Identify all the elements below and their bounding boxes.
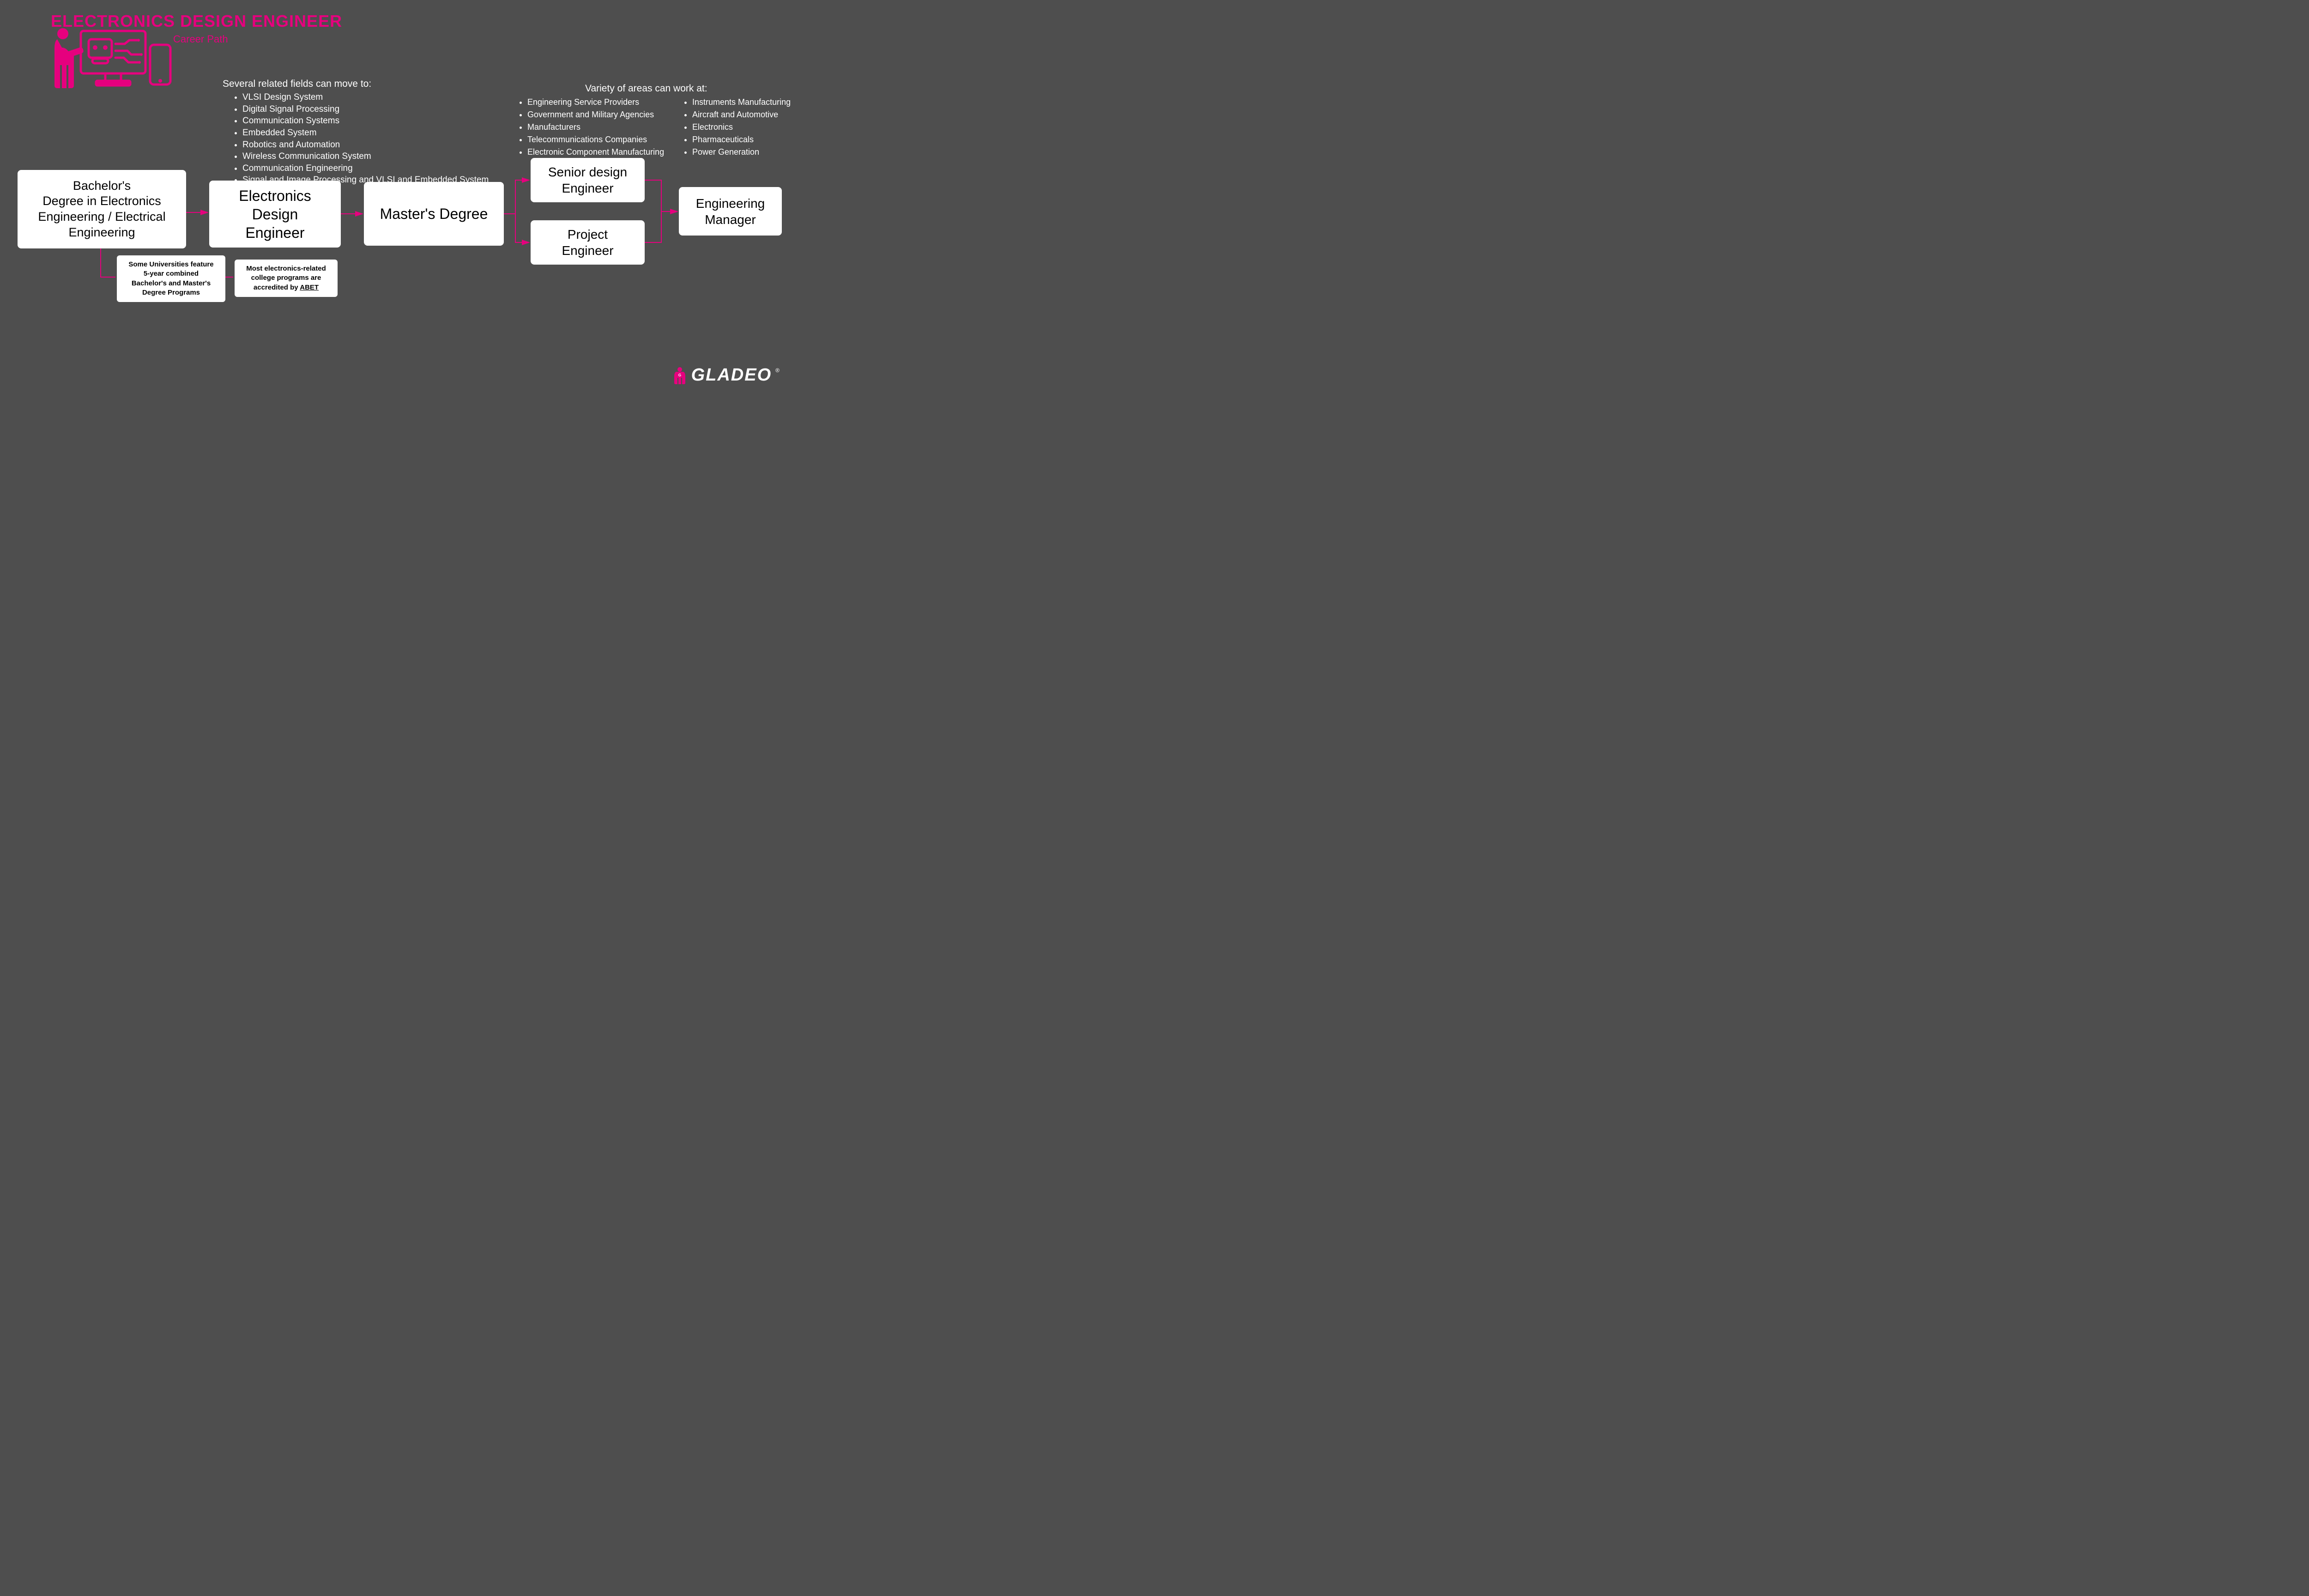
gladeo-logo: G GLADEO ® <box>672 365 780 385</box>
work-areas-col1-item: Engineering Service Providers <box>527 96 664 109</box>
related-fields-list-item: Wireless Communication System <box>242 151 489 163</box>
work-areas-heading: Variety of areas can work at: <box>585 83 707 94</box>
gladeo-logo-text: GLADEO <box>691 365 772 385</box>
note-combined-degree-text: Some Universities feature 5-year combine… <box>128 260 213 296</box>
related-fields-list-item: Communication Systems <box>242 115 489 127</box>
work-areas-col2-item: Electronics <box>692 121 791 133</box>
node-masters: Master's Degree <box>364 182 504 246</box>
node-masters-text: Master's Degree <box>380 205 488 223</box>
node-bachelor-text: Bachelor's Degree in Electronics Enginee… <box>38 178 165 241</box>
gladeo-badge-icon: G <box>672 366 688 385</box>
node-manager-text: Engineering Manager <box>696 195 765 228</box>
work-areas-col1-item: Telecommunications Companies <box>527 133 664 146</box>
node-senior-text: Senior design Engineer <box>548 164 627 196</box>
related-fields-heading: Several related fields can move to: <box>223 79 371 90</box>
related-fields-list-item: Robotics and Automation <box>242 139 489 151</box>
note-abet: Most electronics-related college program… <box>235 260 338 297</box>
work-areas-col2-item: Pharmaceuticals <box>692 133 791 146</box>
work-areas-col2-item: Aircraft and Automotive <box>692 109 791 121</box>
node-project-text: Project Engineer <box>562 226 613 259</box>
work-areas-col2: Instruments ManufacturingAircraft and Au… <box>682 96 791 158</box>
related-fields-list: VLSI Design SystemDigital Signal Process… <box>232 91 489 186</box>
trademark-icon: ® <box>775 367 780 374</box>
node-ede-text: Electronics Design Engineer <box>239 187 311 242</box>
node-bachelor: Bachelor's Degree in Electronics Enginee… <box>18 170 186 248</box>
related-fields-list-item: VLSI Design System <box>242 91 489 103</box>
node-senior: Senior design Engineer <box>531 158 645 202</box>
work-areas-col2-item: Instruments Manufacturing <box>692 96 791 109</box>
note-combined-degree: Some Universities feature 5-year combine… <box>117 255 225 302</box>
work-areas-col1: Engineering Service ProvidersGovernment … <box>517 96 664 158</box>
related-fields-list-item: Communication Engineering <box>242 163 489 175</box>
related-fields-list-item: Digital Signal Processing <box>242 103 489 115</box>
work-areas-col1-item: Electronic Component Manufacturing <box>527 146 664 158</box>
page-subtitle: Career Path <box>173 33 228 45</box>
node-manager: Engineering Manager <box>679 187 782 236</box>
related-fields-list-item: Signal and Image Processing and VLSI and… <box>242 174 489 186</box>
node-ede: Electronics Design Engineer <box>209 181 341 248</box>
work-areas-col1-item: Manufacturers <box>527 121 664 133</box>
node-project: Project Engineer <box>531 220 645 265</box>
work-areas-col1-item: Government and Military Agencies <box>527 109 664 121</box>
note-abet-link[interactable]: ABET <box>300 284 319 291</box>
engineer-devices-icon <box>46 25 174 97</box>
work-areas-col2-item: Power Generation <box>692 146 791 158</box>
related-fields-list-item: Embedded System <box>242 127 489 139</box>
gladeo-badge-letter: G <box>678 373 681 377</box>
